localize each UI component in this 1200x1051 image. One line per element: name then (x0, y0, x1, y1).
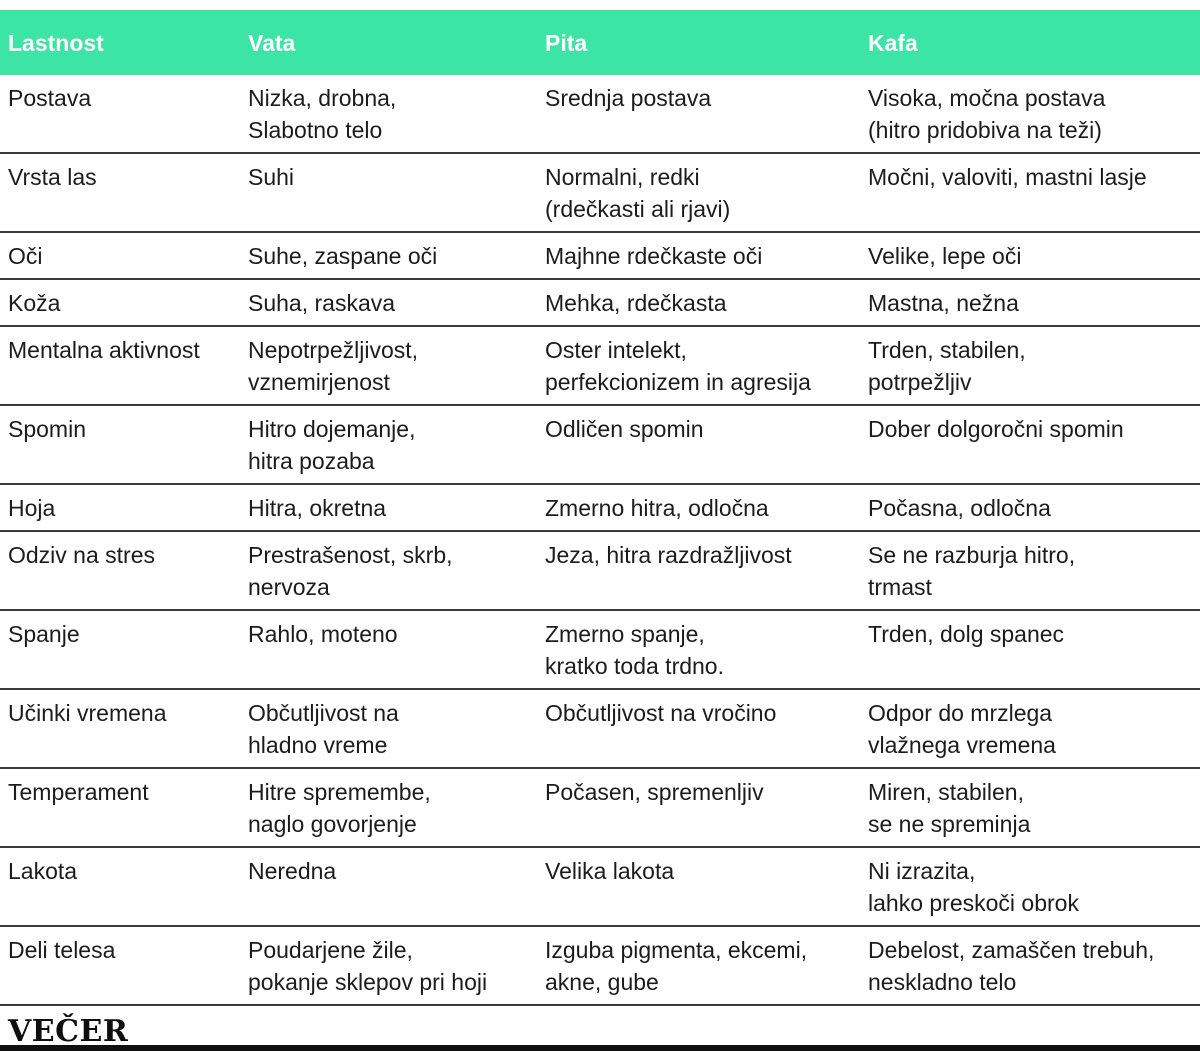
table-cell: Visoka, močna postava (hitro pridobiva n… (860, 75, 1200, 154)
table-cell: Hitra, okretna (240, 484, 537, 532)
table-cell: Trden, stabilen, potrpežljiv (860, 326, 1200, 406)
table-cell: Zmerno hitra, odločna (537, 484, 860, 532)
table-row-odziv-na-stres: Odziv na stres Prestrašenost, skrb, nerv… (0, 531, 1200, 611)
table-cell: Srednja postava (537, 75, 860, 154)
table-cell: Počasna, odločna (860, 484, 1200, 532)
table-row-oci: Oči Suhe, zaspane oči Majhne rdečkaste o… (0, 232, 1200, 280)
header-row: Lastnost Vata Pita Kafa (0, 10, 1200, 75)
table-cell: Nizka, drobna, Slabotno telo (240, 75, 537, 154)
row-label: Vrsta las (0, 153, 240, 233)
table-cell: Prestrašenost, skrb, nervoza (240, 531, 537, 611)
table-cell: Hitro dojemanje, hitra pozaba (240, 405, 537, 485)
table-cell: Majhne rdečkaste oči (537, 232, 860, 280)
table-row-temperament: Temperament Hitre spremembe, naglo govor… (0, 768, 1200, 848)
table-cell: Odličen spomin (537, 405, 860, 485)
table-cell: Oster intelekt, perfekcionizem in agresi… (537, 326, 860, 406)
row-label: Temperament (0, 768, 240, 848)
table-cell: Miren, stabilen, se ne spreminja (860, 768, 1200, 848)
table-row-spanje: Spanje Rahlo, moteno Zmerno spanje, krat… (0, 610, 1200, 690)
column-header-kafa: Kafa (860, 10, 1200, 75)
bottom-bar (0, 1045, 1200, 1051)
table-cell: Zmerno spanje, kratko toda trdno. (537, 610, 860, 690)
table-cell: Debelost, zamaščen trebuh, neskladno tel… (860, 926, 1200, 1006)
table-row-mentalna-aktivnost: Mentalna aktivnost Nepotrpežljivost, vzn… (0, 326, 1200, 406)
row-label: Mentalna aktivnost (0, 326, 240, 406)
table-cell: Nepotrpežljivost, vznemirjenost (240, 326, 537, 406)
table-cell: Normalni, redki (rdečkasti ali rjavi) (537, 153, 860, 233)
column-header-lastnost: Lastnost (0, 10, 240, 75)
row-label: Spomin (0, 405, 240, 485)
row-label: Lakota (0, 847, 240, 927)
row-label: Odziv na stres (0, 531, 240, 611)
row-label: Oči (0, 232, 240, 280)
table-cell: Občutljivost na vročino (537, 689, 860, 769)
row-label: Koža (0, 279, 240, 327)
table-cell: Rahlo, moteno (240, 610, 537, 690)
table-cell: Velika lakota (537, 847, 860, 927)
table-row-postava: Postava Nizka, drobna, Slabotno telo Sre… (0, 75, 1200, 154)
table-row-spomin: Spomin Hitro dojemanje, hitra pozaba Odl… (0, 405, 1200, 485)
table-cell: Trden, dolg spanec (860, 610, 1200, 690)
table-cell: Dober dolgoročni spomin (860, 405, 1200, 485)
row-label: Postava (0, 75, 240, 154)
table-cell: Izguba pigmenta, ekcemi, akne, gube (537, 926, 860, 1006)
table-cell: Suha, raskava (240, 279, 537, 327)
dosha-comparison-table: Lastnost Vata Pita Kafa Postava Nizka, d… (0, 10, 1200, 1006)
table-row-ucinki-vremena: Učinki vremena Občutljivost na hladno vr… (0, 689, 1200, 769)
table-cell: Suhe, zaspane oči (240, 232, 537, 280)
row-label: Hoja (0, 484, 240, 532)
vecer-logo: VEČER (8, 1014, 129, 1049)
row-label: Deli telesa (0, 926, 240, 1006)
table-cell: Močni, valoviti, mastni lasje (860, 153, 1200, 233)
table-cell: Poudarjene žile, pokanje sklepov pri hoj… (240, 926, 537, 1006)
column-header-pita: Pita (537, 10, 860, 75)
table-cell: Velike, lepe oči (860, 232, 1200, 280)
table-cell: Občutljivost na hladno vreme (240, 689, 537, 769)
table-cell: Mehka, rdečkasta (537, 279, 860, 327)
table-cell: Mastna, nežna (860, 279, 1200, 327)
table-cell: Počasen, spremenljiv (537, 768, 860, 848)
row-label: Spanje (0, 610, 240, 690)
table-cell: Se ne razburja hitro, trmast (860, 531, 1200, 611)
table-row-koza: Koža Suha, raskava Mehka, rdečkasta Mast… (0, 279, 1200, 327)
row-label: Učinki vremena (0, 689, 240, 769)
table-cell: Suhi (240, 153, 537, 233)
table-cell: Jeza, hitra razdražljivost (537, 531, 860, 611)
table-cell: Hitre spremembe, naglo govorjenje (240, 768, 537, 848)
table-row-lakota: Lakota Neredna Velika lakota Ni izrazita… (0, 847, 1200, 927)
column-header-vata: Vata (240, 10, 537, 75)
table-row-hoja: Hoja Hitra, okretna Zmerno hitra, odločn… (0, 484, 1200, 532)
table-row-deli-telesa: Deli telesa Poudarjene žile, pokanje skl… (0, 926, 1200, 1006)
table-cell: Ni izrazita, lahko preskoči obrok (860, 847, 1200, 927)
table-cell: Neredna (240, 847, 537, 927)
table-row-vrsta-las: Vrsta las Suhi Normalni, redki (rdečkast… (0, 153, 1200, 233)
table-cell: Odpor do mrzlega vlažnega vremena (860, 689, 1200, 769)
